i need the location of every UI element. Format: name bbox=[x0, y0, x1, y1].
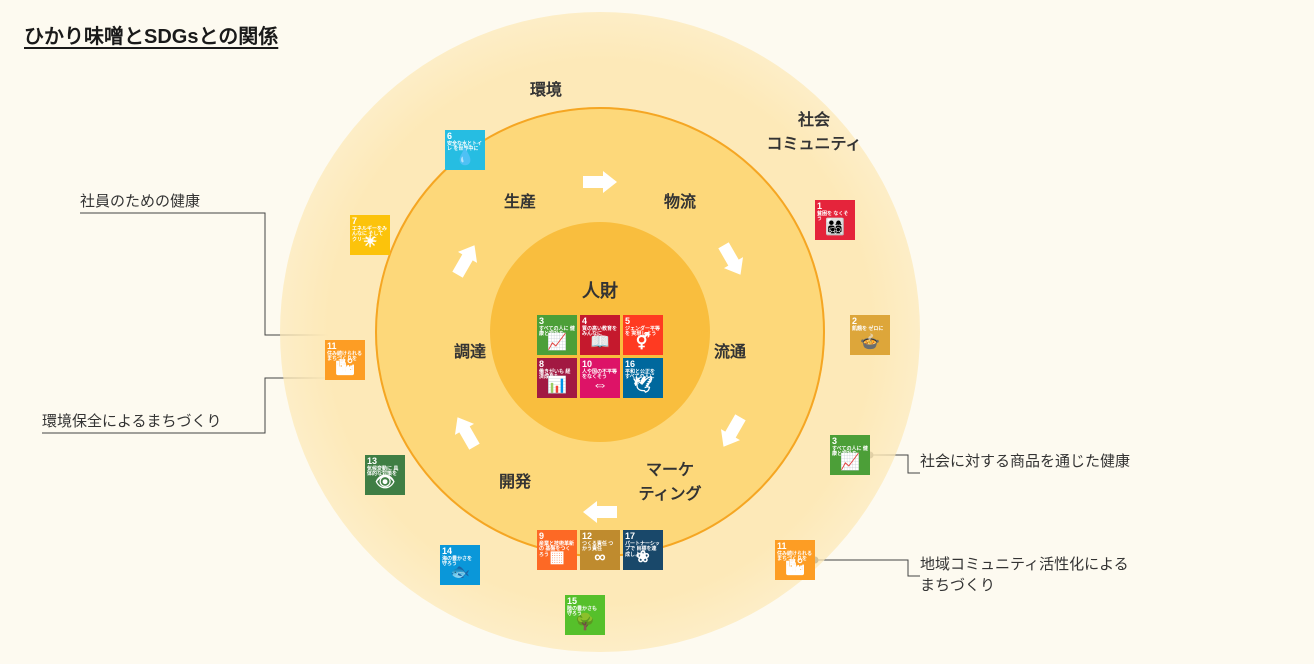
cycle-label-5: 調達 bbox=[454, 338, 486, 362]
callout-1: 環境保全によるまちづくり bbox=[42, 410, 222, 431]
cycle-arrow-0 bbox=[583, 171, 617, 193]
sdg-outer-3: 3すべての人に 健康と福祉を📈 bbox=[830, 435, 870, 475]
cycle-label-4: 開発 bbox=[499, 468, 531, 492]
sdg-mid-12: 12つくる責任 つかう責任∞ bbox=[580, 530, 620, 570]
sdg-outer-14: 14海の豊かさを 守ろう🐟 bbox=[440, 545, 480, 585]
sdg-outer-2: 2飢餓を ゼロに🍲 bbox=[850, 315, 890, 355]
callout-0: 社員のための健康 bbox=[80, 190, 200, 211]
outer-label-1: 社会コミュニティ bbox=[766, 106, 861, 154]
sdg-outer-15: 15陸の豊かさも 守ろう🌳 bbox=[565, 595, 605, 635]
sdg-core-16: 16平和と公正を すべての人に🕊 bbox=[623, 358, 663, 398]
sdg-core-3: 3すべての人に 健康と福祉を📈 bbox=[537, 315, 577, 355]
core-label: 人財 bbox=[582, 277, 618, 303]
sdg-outer-7: 7エネルギーをみんなに そしてクリーンに☀ bbox=[350, 215, 390, 255]
cycle-label-0: 生産 bbox=[504, 188, 536, 212]
cycle-arrow-3 bbox=[583, 501, 617, 523]
sdg-outer-11: 11住み続けられる まちづくりを🏙 bbox=[775, 540, 815, 580]
sdg-core-10: 10人や国の不平等 をなくそう⇔ bbox=[580, 358, 620, 398]
sdg-mid-9: 9産業と技術革新の 基盤をつくろう▦ bbox=[537, 530, 577, 570]
sdg-outer-6: 6安全な水とトイレ を世界中に💧 bbox=[445, 130, 485, 170]
sdg-core-4: 4質の高い教育を みんなに📖 bbox=[580, 315, 620, 355]
callout-2: 社会に対する商品を通じた健康 bbox=[920, 450, 1130, 471]
cycle-label-1: 物流 bbox=[664, 188, 696, 212]
sdg-core-8: 8働きがいも 経済成長も📊 bbox=[537, 358, 577, 398]
cycle-label-2: 流通 bbox=[714, 338, 746, 362]
sdg-outer-13: 13気候変動に 具体的な対策を👁 bbox=[365, 455, 405, 495]
sdg-outer-1: 1貧困を なくそう👨‍👩‍👧‍👦 bbox=[815, 200, 855, 240]
sdg-outer-11: 11住み続けられる まちづくりを🏙 bbox=[325, 340, 365, 380]
sdg-mid-17: 17パートナーシップで 目標を達成しよう❀ bbox=[623, 530, 663, 570]
sdg-core-5: 5ジェンダー平等を 実現しよう⚥ bbox=[623, 315, 663, 355]
cycle-label-3: マーケティング bbox=[638, 456, 701, 504]
outer-label-0: 環境 bbox=[530, 76, 562, 100]
callout-3: 地域コミュニティ活性化によるまちづくり bbox=[920, 553, 1129, 595]
